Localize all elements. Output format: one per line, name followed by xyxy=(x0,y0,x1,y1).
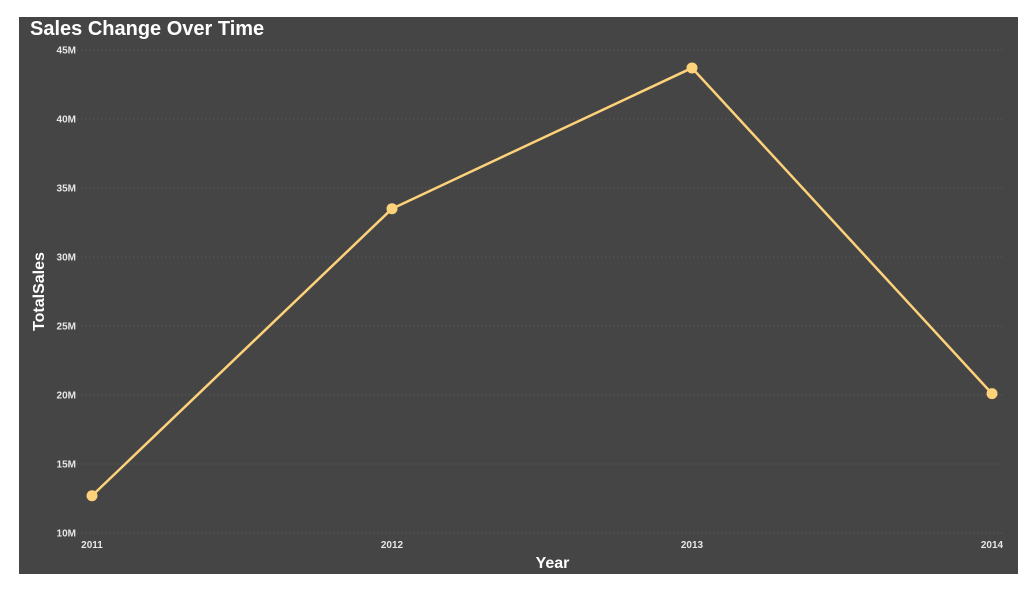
data-point xyxy=(986,388,998,400)
y-tick-label: 15M xyxy=(57,460,76,471)
y-tick-label: 30M xyxy=(57,253,76,264)
x-tick-label: 2014 xyxy=(981,540,1004,551)
data-point xyxy=(86,490,98,502)
y-tick-label: 35M xyxy=(57,184,76,195)
x-tick-label: 2011 xyxy=(81,540,103,551)
data-point xyxy=(686,62,698,74)
x-tick-label: 2012 xyxy=(381,540,404,551)
y-tick-label: 20M xyxy=(57,391,76,402)
y-tick-label: 40M xyxy=(57,115,76,126)
y-tick-label: 10M xyxy=(57,529,76,540)
y-axis-title: TotalSales xyxy=(31,252,48,331)
y-tick-label: 45M xyxy=(57,46,76,57)
data-point xyxy=(386,203,398,215)
chart-visual: Sales Change Over Time 10M 15M 20M 25M 30M 35… xyxy=(19,17,1018,574)
x-tick-label: 2013 xyxy=(681,540,704,551)
line-chart: 10M 15M 20M 25M 30M 35M 40M 45M 2011 2012 2013 2014… xyxy=(31,46,1004,572)
series-line xyxy=(91,66,993,497)
chart-title: Sales Change Over Time xyxy=(30,18,265,40)
x-axis-title: Year xyxy=(536,555,570,572)
y-tick-label: 25M xyxy=(57,322,76,333)
